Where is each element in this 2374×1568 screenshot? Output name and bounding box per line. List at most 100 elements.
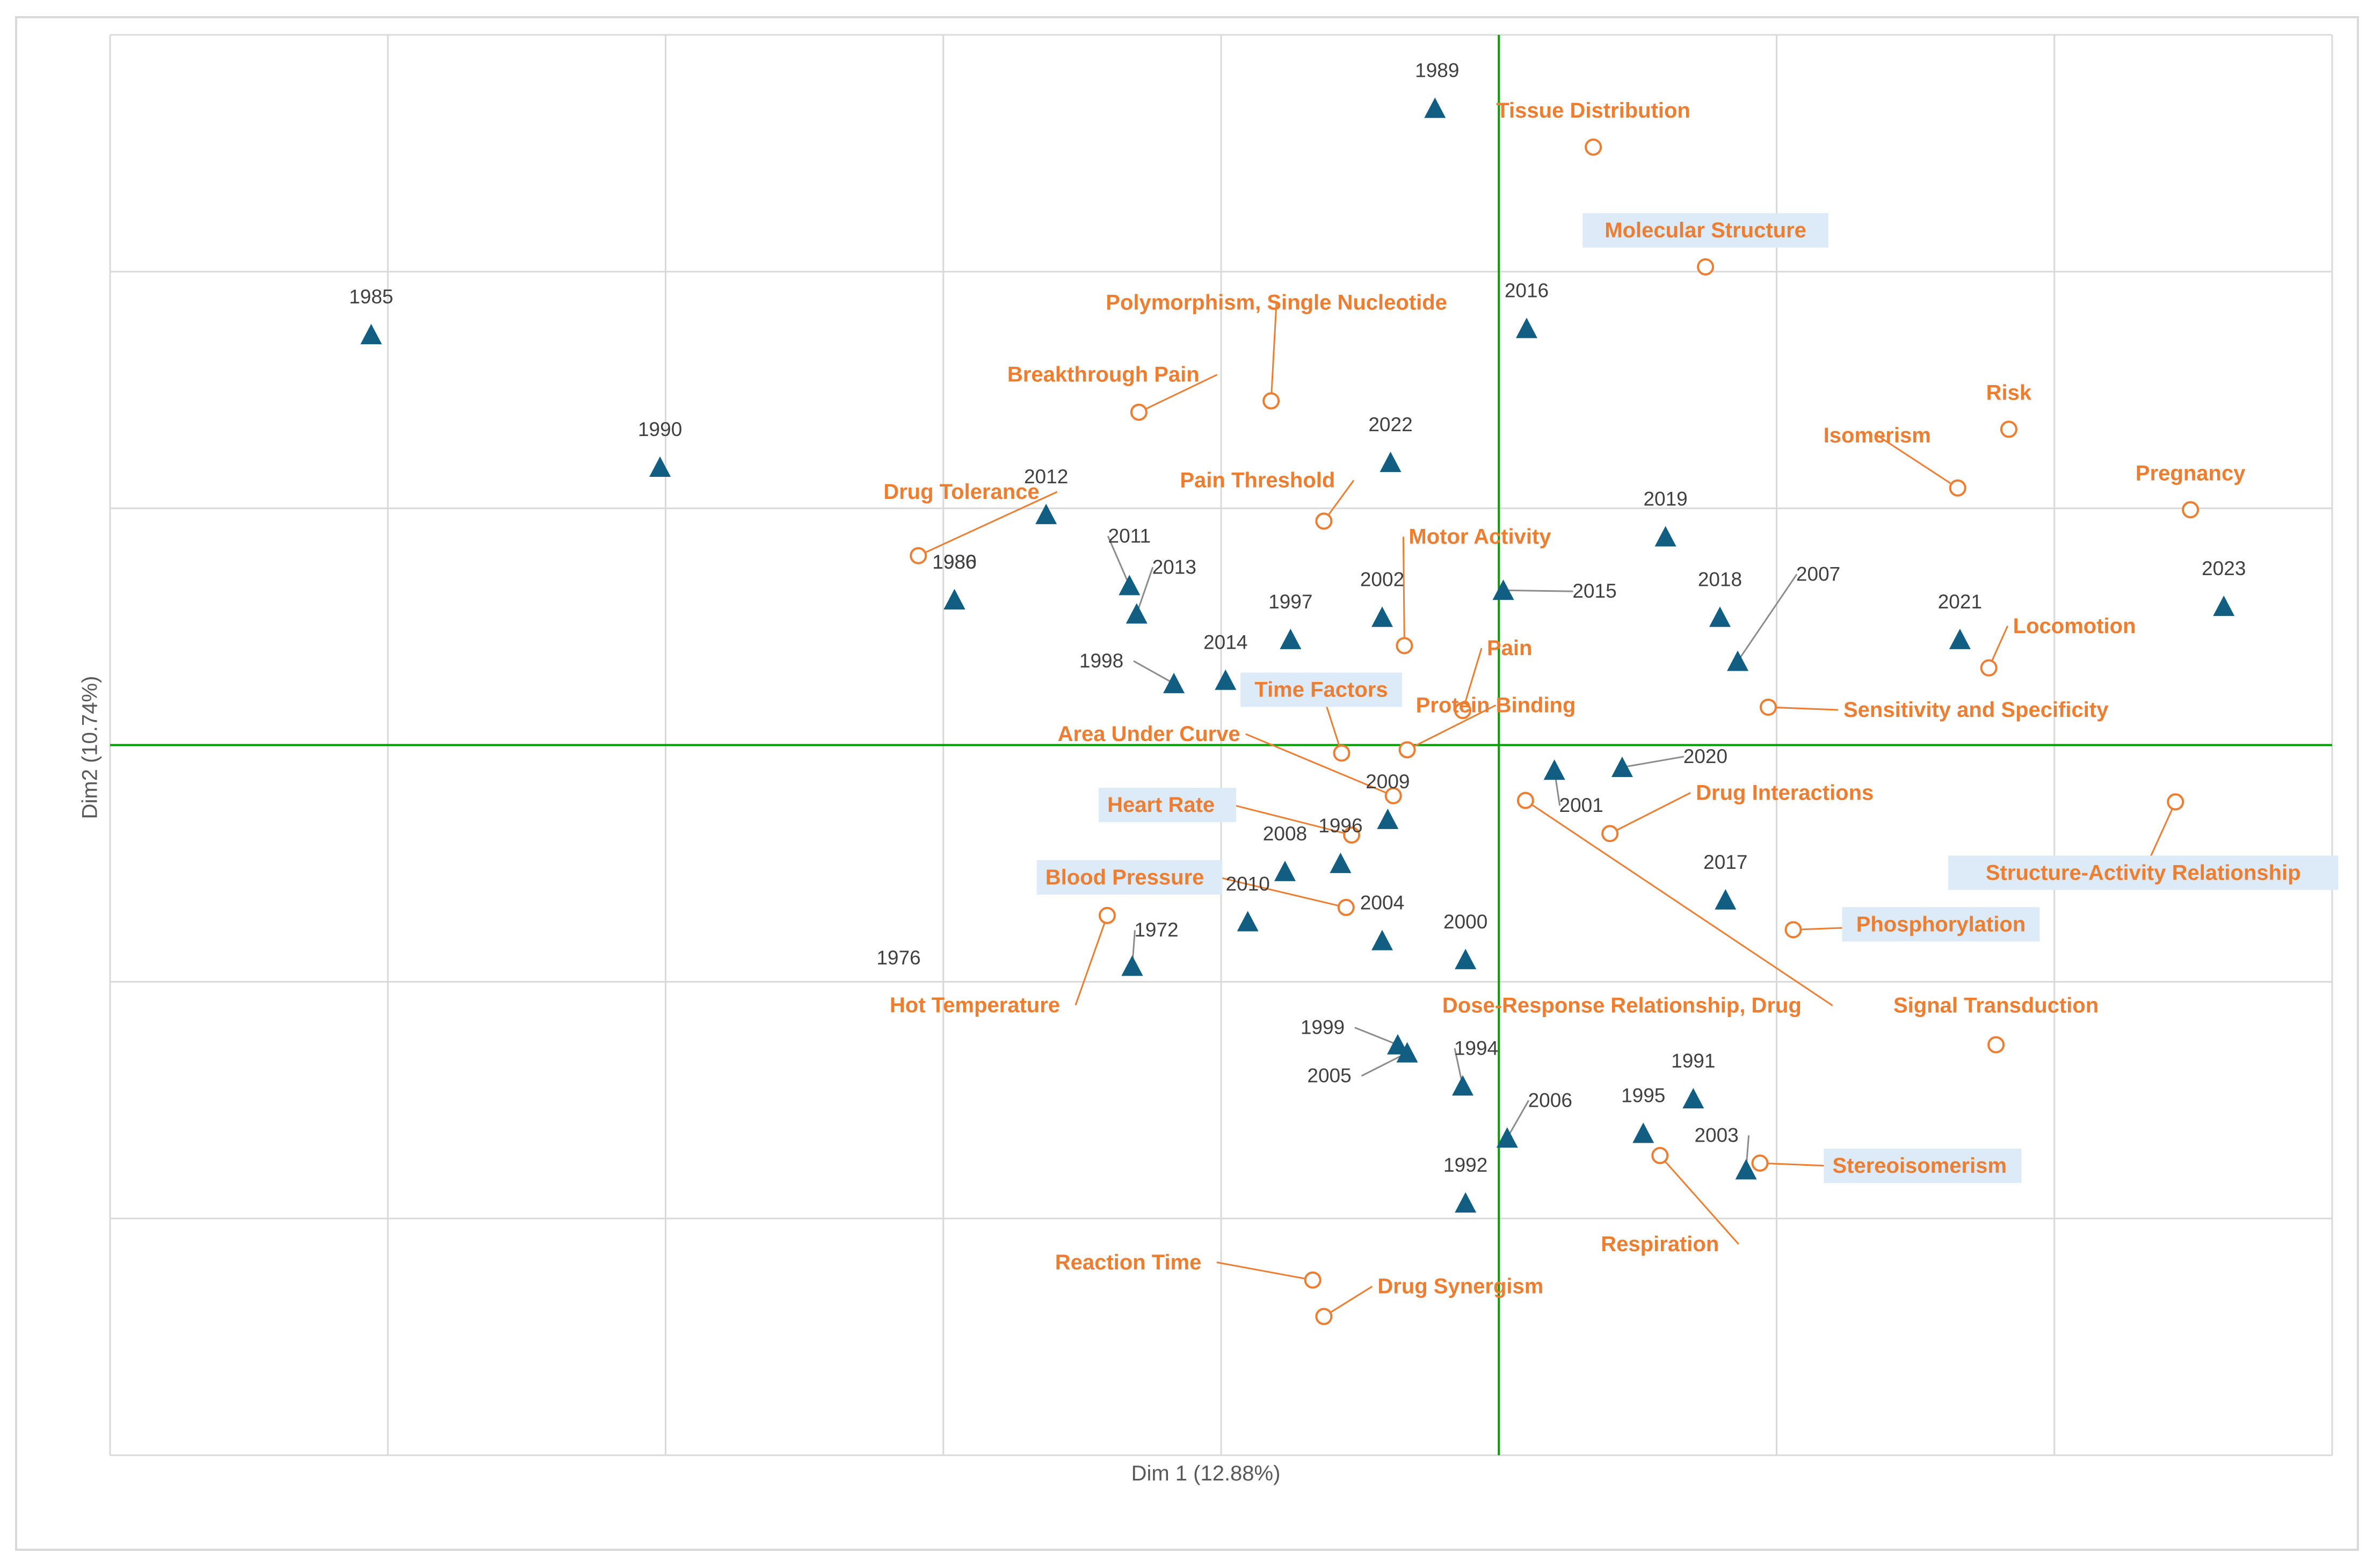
year-leader-line bbox=[1737, 574, 1798, 662]
year-label: 2002 bbox=[1360, 568, 1404, 590]
year-marker bbox=[1949, 628, 1971, 649]
year-leader-line bbox=[1622, 756, 1685, 768]
term-leader-line bbox=[918, 491, 1058, 557]
term-label: Protein Binding bbox=[1416, 693, 1576, 717]
term-label: Drug Tolerance bbox=[883, 480, 1039, 504]
year-leader-line bbox=[1506, 1100, 1530, 1139]
term-label: Sensitivity and Specificity bbox=[1843, 698, 2109, 722]
year-label: 2019 bbox=[1643, 488, 1687, 510]
term-leader-line bbox=[1406, 704, 1497, 751]
year-label: 2013 bbox=[1152, 556, 1196, 578]
term-marker bbox=[1516, 792, 1534, 809]
year-label: 1998 bbox=[1079, 650, 1123, 672]
markers bbox=[360, 97, 2235, 1325]
term-leader-line bbox=[1659, 1155, 1739, 1245]
year-label: 2000 bbox=[1443, 911, 1487, 933]
term-highlight-box bbox=[1036, 860, 1223, 895]
year-label: 1996 bbox=[1318, 815, 1362, 837]
year-marker bbox=[1715, 889, 1737, 910]
year-leader-line bbox=[1354, 1027, 1398, 1046]
term-label: Structure-Activity Relationship bbox=[1986, 861, 2301, 884]
term-label: Tissue Distribution bbox=[1496, 99, 1690, 122]
term-leader-line bbox=[1232, 804, 1352, 836]
term-label: Stereoisomerism bbox=[1832, 1154, 2007, 1178]
term-marker bbox=[1262, 392, 1280, 410]
year-leader-line bbox=[1503, 589, 1573, 592]
term-leader-line bbox=[1525, 800, 1833, 1006]
year-marker bbox=[1280, 628, 1302, 649]
term-label: Respiration bbox=[1601, 1232, 1719, 1256]
year-label: 1990 bbox=[638, 418, 682, 440]
year-label: 2011 bbox=[1108, 525, 1151, 547]
term-marker bbox=[1315, 512, 1333, 530]
year-marker bbox=[1377, 808, 1399, 829]
year-marker bbox=[1035, 504, 1057, 525]
year-label: 2014 bbox=[1203, 631, 1247, 654]
term-marker bbox=[910, 547, 927, 564]
year-label: 1994 bbox=[1454, 1037, 1498, 1059]
term-leader-line bbox=[1075, 915, 1108, 1006]
year-marker bbox=[1163, 672, 1185, 693]
term-label: Signal Transduction bbox=[1893, 994, 2099, 1018]
year-label: 1976 bbox=[876, 947, 920, 969]
term-marker bbox=[1751, 1155, 1769, 1172]
year-marker bbox=[1396, 1042, 1418, 1063]
year-marker bbox=[1735, 1159, 1757, 1180]
year-marker bbox=[1654, 526, 1676, 547]
term-marker bbox=[2167, 793, 2184, 811]
term-marker bbox=[1454, 702, 1472, 720]
term-marker bbox=[2000, 420, 2017, 438]
term-marker bbox=[1315, 1308, 1333, 1325]
term-highlight-box bbox=[1948, 855, 2339, 890]
term-leader-line bbox=[1245, 733, 1394, 797]
term-leader-line bbox=[1768, 706, 1839, 711]
term-label: Time Factors bbox=[1254, 678, 1388, 701]
term-leader-line bbox=[1876, 434, 1958, 489]
term-highlight-box bbox=[1582, 213, 1828, 248]
year-label: 2021 bbox=[1938, 591, 1982, 613]
term-marker bbox=[1398, 741, 1416, 759]
year-label: 1995 bbox=[1621, 1084, 1665, 1106]
year-marker bbox=[1237, 911, 1259, 932]
year-marker bbox=[1452, 1075, 1474, 1096]
term-label: Pain bbox=[1487, 636, 1532, 660]
term-highlight-box bbox=[1099, 788, 1237, 823]
year-label: 2008 bbox=[1263, 823, 1307, 845]
term-highlight-box bbox=[1824, 1149, 2022, 1184]
year-marker bbox=[1424, 97, 1446, 118]
year-label: 1991 bbox=[1671, 1050, 1715, 1072]
year-label: 1972 bbox=[1134, 919, 1178, 941]
term-label: Molecular Structure bbox=[1605, 219, 1806, 242]
year-label: 2012 bbox=[1024, 466, 1068, 488]
year-marker bbox=[1455, 948, 1477, 969]
term-label: Motor Activity bbox=[1409, 525, 1551, 548]
year-label: 2017 bbox=[1703, 851, 1747, 873]
year-marker bbox=[1119, 575, 1141, 596]
term-label: Phosphorylation bbox=[1856, 912, 2026, 936]
year-marker bbox=[1709, 606, 1731, 627]
year-label: 2006 bbox=[1528, 1089, 1572, 1111]
term-leader-line bbox=[1138, 374, 1218, 413]
year-label: 1985 bbox=[349, 286, 393, 308]
year-marker bbox=[1371, 930, 1393, 950]
year-marker bbox=[649, 456, 671, 477]
year-marker bbox=[1727, 650, 1749, 671]
year-marker bbox=[1386, 1034, 1409, 1055]
year-marker bbox=[360, 324, 382, 345]
year-leader-line bbox=[1107, 535, 1130, 586]
year-marker bbox=[1543, 759, 1565, 780]
term-marker bbox=[1601, 825, 1619, 843]
term-marker bbox=[1333, 744, 1351, 762]
year-label: 2005 bbox=[1307, 1065, 1351, 1087]
year-marker bbox=[1371, 606, 1393, 627]
term-label: Breakthrough Pain bbox=[1007, 363, 1200, 387]
term-marker bbox=[1304, 1271, 1322, 1289]
term-label: Polymorphism, Single Nucleotide bbox=[1106, 291, 1447, 315]
term-label: Risk bbox=[1986, 381, 2032, 404]
year-marker bbox=[1330, 852, 1352, 873]
year-label: 1980 bbox=[932, 551, 976, 573]
year-marker bbox=[1492, 579, 1514, 600]
year-label: 2020 bbox=[1683, 745, 1727, 767]
chart-frame bbox=[15, 16, 2359, 1551]
term-marker bbox=[1384, 787, 1402, 804]
